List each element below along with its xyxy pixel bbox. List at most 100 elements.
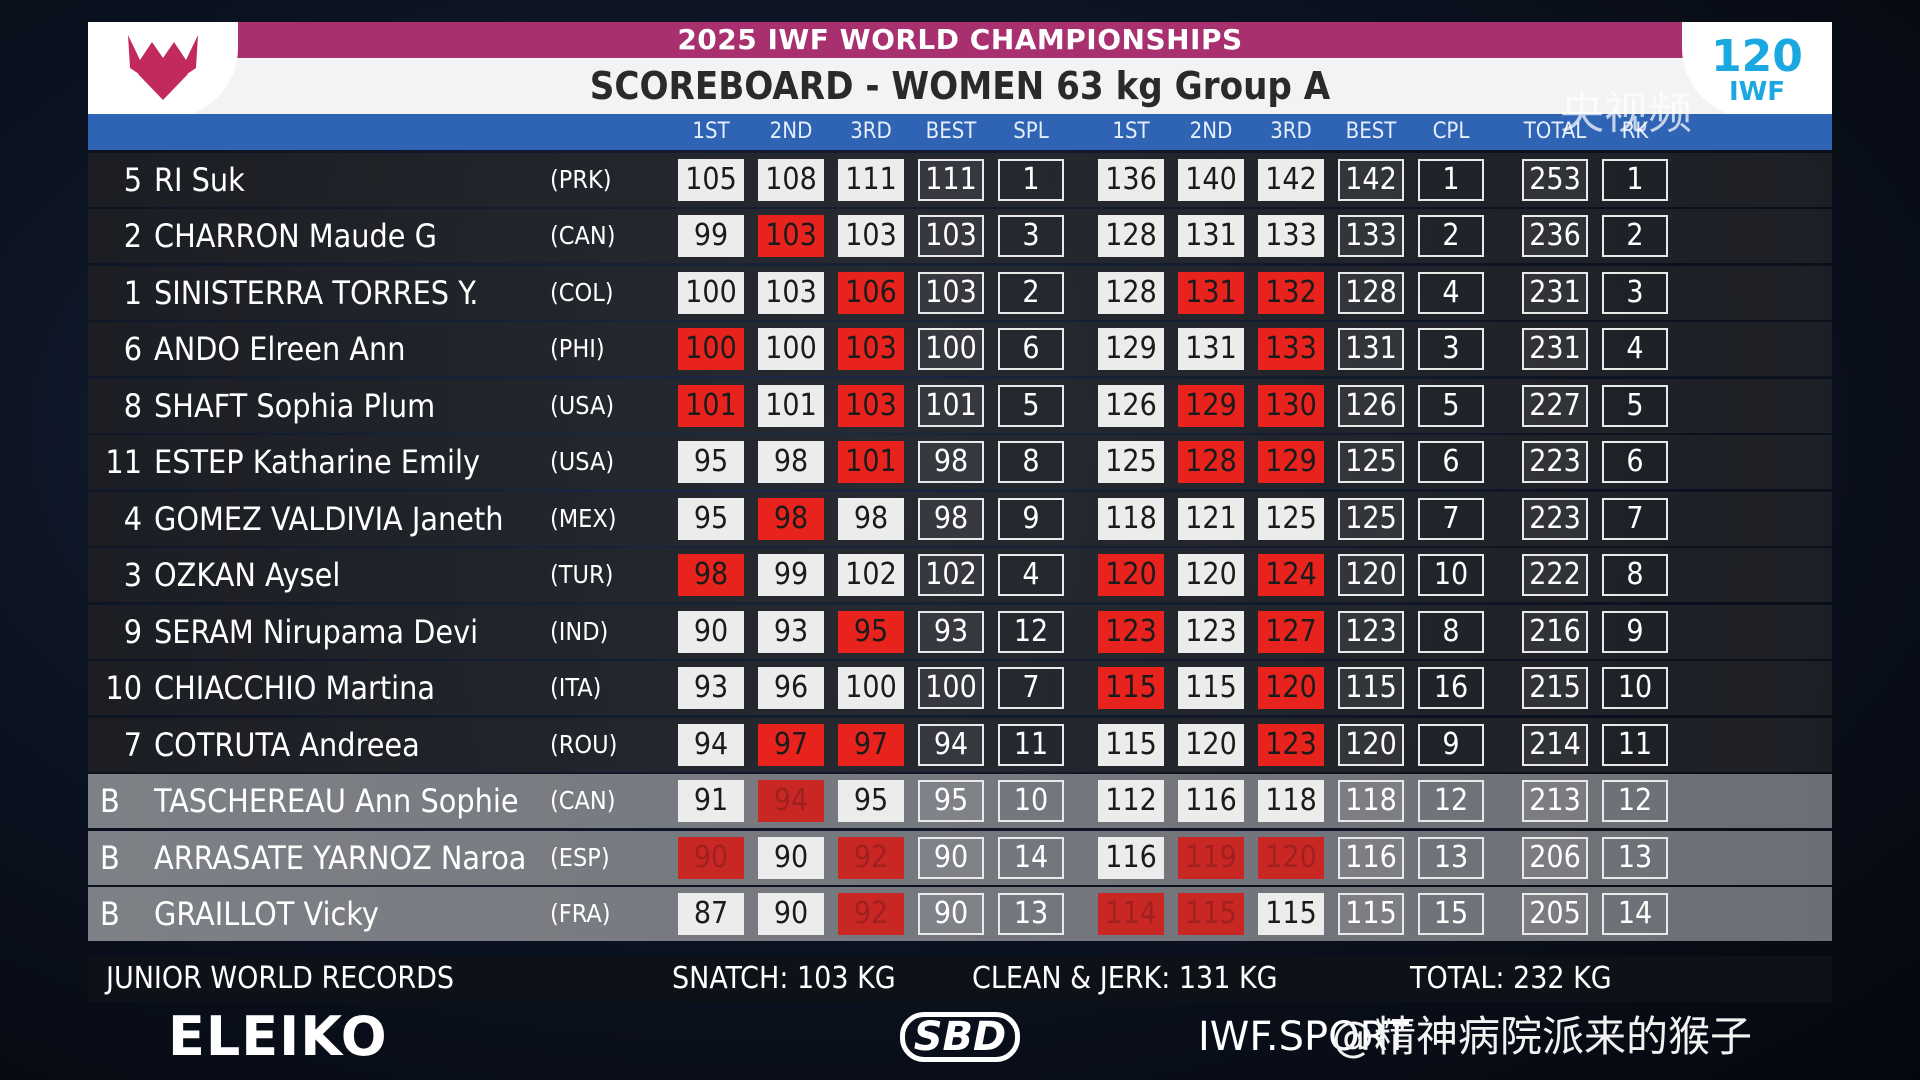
athlete-name: COTRUTA Andreea	[154, 725, 420, 764]
cj-best: 120	[1338, 554, 1404, 596]
snatch-rank: 1	[998, 158, 1064, 201]
snatch-attempt-1: 95	[678, 497, 744, 540]
snatch-rank: 3	[998, 215, 1064, 257]
snatch-best: 98	[918, 441, 984, 483]
snatch-rank: 2	[998, 271, 1064, 314]
cj-rank: 16	[1418, 667, 1484, 709]
total-rank: 11	[1602, 723, 1668, 766]
snatch-best: 94	[918, 723, 984, 766]
cj-attempt-2: 119	[1178, 836, 1244, 879]
record-snatch: SNATCH: 103 KG	[672, 961, 896, 996]
cj-attempt-2: 131	[1178, 215, 1244, 257]
lot-number: 8	[123, 386, 142, 425]
snatch-best: 102	[918, 554, 984, 596]
athlete-name: CHIACCHIO Martina	[154, 669, 436, 707]
snatch-best: 100	[918, 328, 984, 370]
snatch-attempt-1: 100	[678, 328, 744, 370]
athlete-name: SERAM Nirupama Devi	[154, 612, 479, 651]
cj-attempt-1: 118	[1098, 497, 1164, 540]
snatch-attempt-3: 95	[838, 610, 904, 653]
column-header: BEST	[925, 119, 977, 144]
athlete-row: 6 ANDO Elreen Ann (PHI) 100 100 103 100 6 129 131…	[88, 322, 1832, 376]
cj-rank: 1	[1418, 158, 1484, 201]
athlete-nation: (IND)	[550, 616, 609, 646]
athlete-row: B GRAILLOT Vicky (FRA) 87 90 92 90 13 114 115 115 1…	[88, 887, 1832, 941]
column-header: 1ST	[692, 119, 730, 144]
column-header: CPL	[1432, 119, 1470, 144]
snatch-rank: 11	[998, 723, 1064, 766]
cj-rank: 12	[1418, 780, 1484, 822]
snatch-attempt-2: 101	[758, 384, 824, 427]
lot-number: 7	[123, 725, 142, 764]
scoreboard: 2025 IWF WORLD CHAMPIONSHIPS SCOREBOARD …	[88, 22, 1832, 941]
cj-rank: 13	[1418, 836, 1484, 879]
athlete-nation: (USA)	[550, 447, 615, 476]
cj-attempt-3: 127	[1258, 610, 1324, 653]
cj-best: 120	[1338, 723, 1404, 766]
total-rank: 9	[1602, 610, 1668, 653]
column-header: 2ND	[1189, 119, 1233, 144]
athlete-nation: (FRA)	[550, 899, 611, 928]
snatch-attempt-1: 101	[678, 384, 744, 427]
cj-attempt-3: 132	[1258, 271, 1324, 314]
cj-attempt-2: 121	[1178, 497, 1244, 540]
athlete-row: 8 SHAFT Sophia Plum (USA) 101 101 103 101 5 126 1…	[88, 378, 1832, 433]
records-label: JUNIOR WORLD RECORDS	[106, 961, 455, 996]
cj-attempt-2: 115	[1178, 893, 1244, 935]
total-rank: 4	[1602, 328, 1668, 370]
cj-attempt-3: 120	[1258, 667, 1324, 709]
athlete-nation: (USA)	[550, 390, 615, 420]
snatch-best: 90	[918, 893, 984, 935]
snatch-best: 100	[918, 667, 984, 709]
cj-attempt-3: 130	[1258, 384, 1324, 427]
athlete-name: SINISTERRA TORRES Y.	[154, 273, 479, 312]
athlete-name: RI Suk	[154, 160, 245, 199]
weibo-watermark: @精神病院派来的猴子	[1332, 1012, 1753, 1061]
athlete-name: GOMEZ VALDIVIA Janeth	[154, 499, 504, 538]
cj-attempt-3: 133	[1258, 328, 1324, 370]
sbd-logo: SBD	[900, 1012, 1020, 1062]
eleiko-logo: ELEIKO	[168, 1005, 388, 1068]
total: 214	[1522, 723, 1588, 766]
athlete-row: 5 RI Suk (PRK) 105 108 111 111 1 136 140 142 142 1 25…	[88, 152, 1832, 207]
snatch-attempt-2: 100	[758, 328, 824, 370]
athlete-name: CHARRON Maude G	[154, 217, 437, 255]
column-header: 3RD	[850, 119, 892, 144]
athlete-row: 7 COTRUTA Andreea (ROU) 94 97 97 94 11 115 120 123…	[88, 717, 1832, 772]
snatch-attempt-3: 92	[838, 893, 904, 935]
athlete-row: 11 ESTEP Katharine Emily (USA) 95 98 101 98 8 12…	[88, 435, 1832, 489]
athlete-nation: (MEX)	[550, 503, 617, 533]
snatch-attempt-2: 103	[758, 271, 824, 314]
cj-attempt-3: 123	[1258, 723, 1324, 766]
snatch-rank: 6	[998, 328, 1064, 370]
snatch-attempt-1: 98	[678, 554, 744, 596]
athlete-name: ESTEP Katharine Emily	[154, 443, 481, 481]
total: 206	[1522, 836, 1588, 879]
snatch-attempt-3: 101	[838, 441, 904, 483]
cj-attempt-2: 120	[1178, 723, 1244, 766]
cj-attempt-3: 142	[1258, 158, 1324, 201]
total: 205	[1522, 893, 1588, 935]
snatch-attempt-2: 97	[758, 723, 824, 766]
total: 231	[1522, 328, 1588, 370]
snatch-attempt-2: 94	[758, 780, 824, 822]
cj-best: 125	[1338, 497, 1404, 540]
column-header: SPL	[1013, 119, 1049, 144]
athlete-name: OZKAN Aysel	[154, 556, 341, 594]
cj-best: 125	[1338, 441, 1404, 483]
snatch-best: 103	[918, 271, 984, 314]
snatch-attempt-3: 103	[838, 215, 904, 257]
cj-attempt-3: 118	[1258, 780, 1324, 822]
athlete-nation: (COL)	[550, 277, 614, 307]
snatch-rank: 13	[998, 893, 1064, 935]
athlete-row: 1 SINISTERRA TORRES Y. (COL) 100 103 106 103 2 1…	[88, 265, 1832, 320]
snatch-rank: 14	[998, 836, 1064, 879]
cj-best: 133	[1338, 215, 1404, 257]
total: 253	[1522, 158, 1588, 201]
lot-number: B	[100, 782, 120, 820]
cj-attempt-2: 123	[1178, 610, 1244, 653]
athlete-name: GRAILLOT Vicky	[154, 895, 379, 933]
total-rank: 3	[1602, 271, 1668, 314]
total-rank: 6	[1602, 441, 1668, 483]
snatch-attempt-1: 91	[678, 780, 744, 822]
